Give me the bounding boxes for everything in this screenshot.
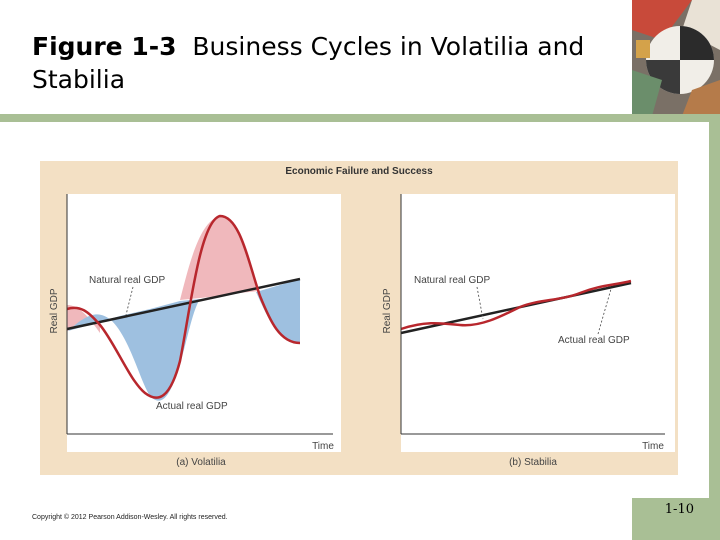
panel-b-natural-leader bbox=[476, 286, 484, 320]
business-cycle-chart: Real GDP Time Natural real GDP Actual re… bbox=[49, 194, 675, 468]
title-text: Business Cycles in Volatilia and Stabili… bbox=[32, 32, 585, 94]
panel-b-natural-label: Natural real GDP bbox=[414, 275, 490, 286]
title-figure-number: Figure 1-3 bbox=[32, 32, 177, 61]
header-rule bbox=[0, 114, 720, 122]
panel-b-xlabel: Time bbox=[642, 441, 664, 452]
panel-a-actual-gdp-curve bbox=[66, 214, 301, 399]
panel-a-above-natural bbox=[180, 216, 258, 300]
slide-number: 1-10 bbox=[664, 502, 694, 517]
decorative-artwork bbox=[632, 0, 720, 116]
panel-b-actual-gdp-curve bbox=[400, 279, 632, 331]
panel-a-natural-leader bbox=[125, 286, 134, 316]
panel-b-ylabel: Real GDP bbox=[382, 288, 393, 333]
panel-a-natural-label: Natural real GDP bbox=[89, 275, 165, 286]
copyright-notice: Copyright © 2012 Pearson Addison-Wesley.… bbox=[32, 514, 228, 521]
panel-a-actual-label: Actual real GDP bbox=[156, 401, 228, 412]
panel-a-below-natural-right bbox=[256, 279, 300, 343]
panel-b-caption: (b) Stabilia bbox=[509, 457, 557, 468]
panel-b-actual-label: Actual real GDP bbox=[558, 335, 630, 346]
figure-panel: Economic Failure and Success Real GDP Ti… bbox=[40, 161, 678, 475]
slide-number-box: 1-10 bbox=[632, 498, 720, 540]
panel-a-caption: (a) Volatilia bbox=[176, 457, 226, 468]
right-accent-bar bbox=[709, 114, 720, 540]
panel-a-natural-gdp-line bbox=[66, 277, 301, 331]
panel-a-volatilia: Real GDP Time Natural real GDP Actual re… bbox=[49, 194, 341, 468]
figure-title: Economic Failure and Success bbox=[285, 166, 433, 177]
panel-a-ylabel: Real GDP bbox=[49, 288, 60, 333]
slide-title: Figure 1-3 Business Cycles in Volatilia … bbox=[32, 30, 622, 96]
panel-a-below-natural bbox=[68, 299, 200, 401]
panel-b-stabilia: Real GDP Time Natural real GDP Actual re… bbox=[382, 194, 675, 468]
panel-a-xlabel: Time bbox=[312, 441, 334, 452]
